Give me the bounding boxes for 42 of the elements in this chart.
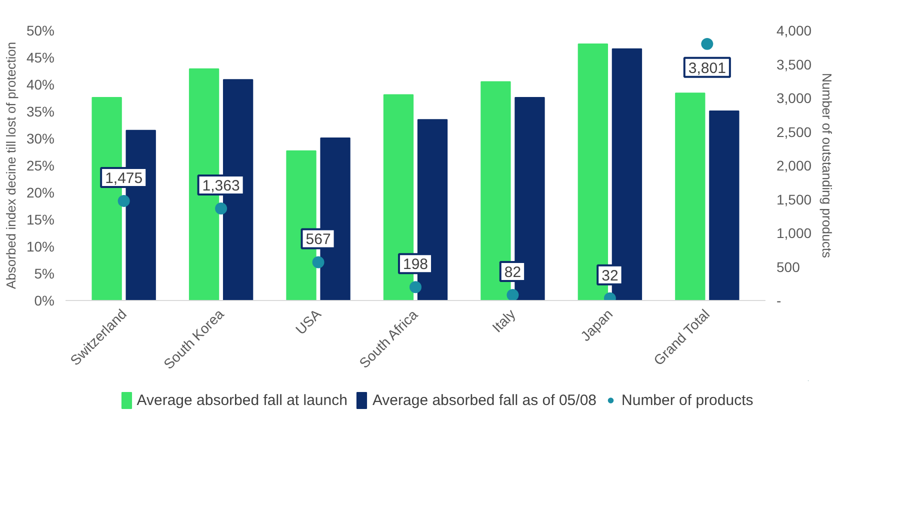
data-label: 567 xyxy=(306,231,331,248)
y-tick-label: 25% xyxy=(26,158,55,174)
point xyxy=(118,194,130,207)
point xyxy=(215,202,228,214)
point xyxy=(312,256,324,268)
legend-label: Number of products xyxy=(622,392,754,408)
bar xyxy=(709,110,740,300)
y-tick-label: 30% xyxy=(26,130,55,146)
y-tick-label: 35% xyxy=(26,104,55,120)
data-label: 1,363 xyxy=(202,177,240,194)
y2-tick-label: 2,500 xyxy=(776,124,812,140)
x-tick-label: USA xyxy=(292,305,324,338)
y2-tick-label: 500 xyxy=(776,258,800,275)
y-tick-label: 0% xyxy=(34,292,54,308)
x-tick-label: Italy xyxy=(488,306,518,336)
y-tick-label: 15% xyxy=(26,212,55,228)
legend-label: Average absorbed fall at launch xyxy=(136,392,348,408)
y-axis-title: Absorbed index decine till lost of protection xyxy=(3,42,18,290)
data-label: 32 xyxy=(602,267,618,284)
data-label: 1,475 xyxy=(105,170,143,187)
y2-tick-label: 1,500 xyxy=(776,191,812,208)
y-tick-label: 45% xyxy=(26,50,55,66)
y2-tick-label: 1,000 xyxy=(776,225,812,241)
y2-tick-label: 3,000 xyxy=(776,90,812,106)
point xyxy=(410,281,422,294)
data-label: 82 xyxy=(504,264,522,281)
y-tick-label: 5% xyxy=(34,266,54,282)
y2-tick-label: 3,500 xyxy=(776,56,812,72)
bar xyxy=(675,92,706,300)
point xyxy=(506,288,519,300)
y-tick-label: 50% xyxy=(26,22,55,38)
legend-label: Average absorbed fall as of 05/08 xyxy=(372,392,597,408)
data-label: 3,801 xyxy=(688,60,726,77)
y2-tick-label: - xyxy=(776,292,782,308)
y2-tick-label: 2,000 xyxy=(776,158,812,174)
data-label: 198 xyxy=(402,256,428,274)
y-tick-label: 20% xyxy=(26,184,55,200)
y-tick-label: 40% xyxy=(26,76,55,92)
y2-axis-title: Number of outstanding products xyxy=(820,73,835,258)
point xyxy=(701,38,714,50)
y2-tick-label: 4,000 xyxy=(776,22,812,38)
y-tick-label: 10% xyxy=(26,238,55,254)
